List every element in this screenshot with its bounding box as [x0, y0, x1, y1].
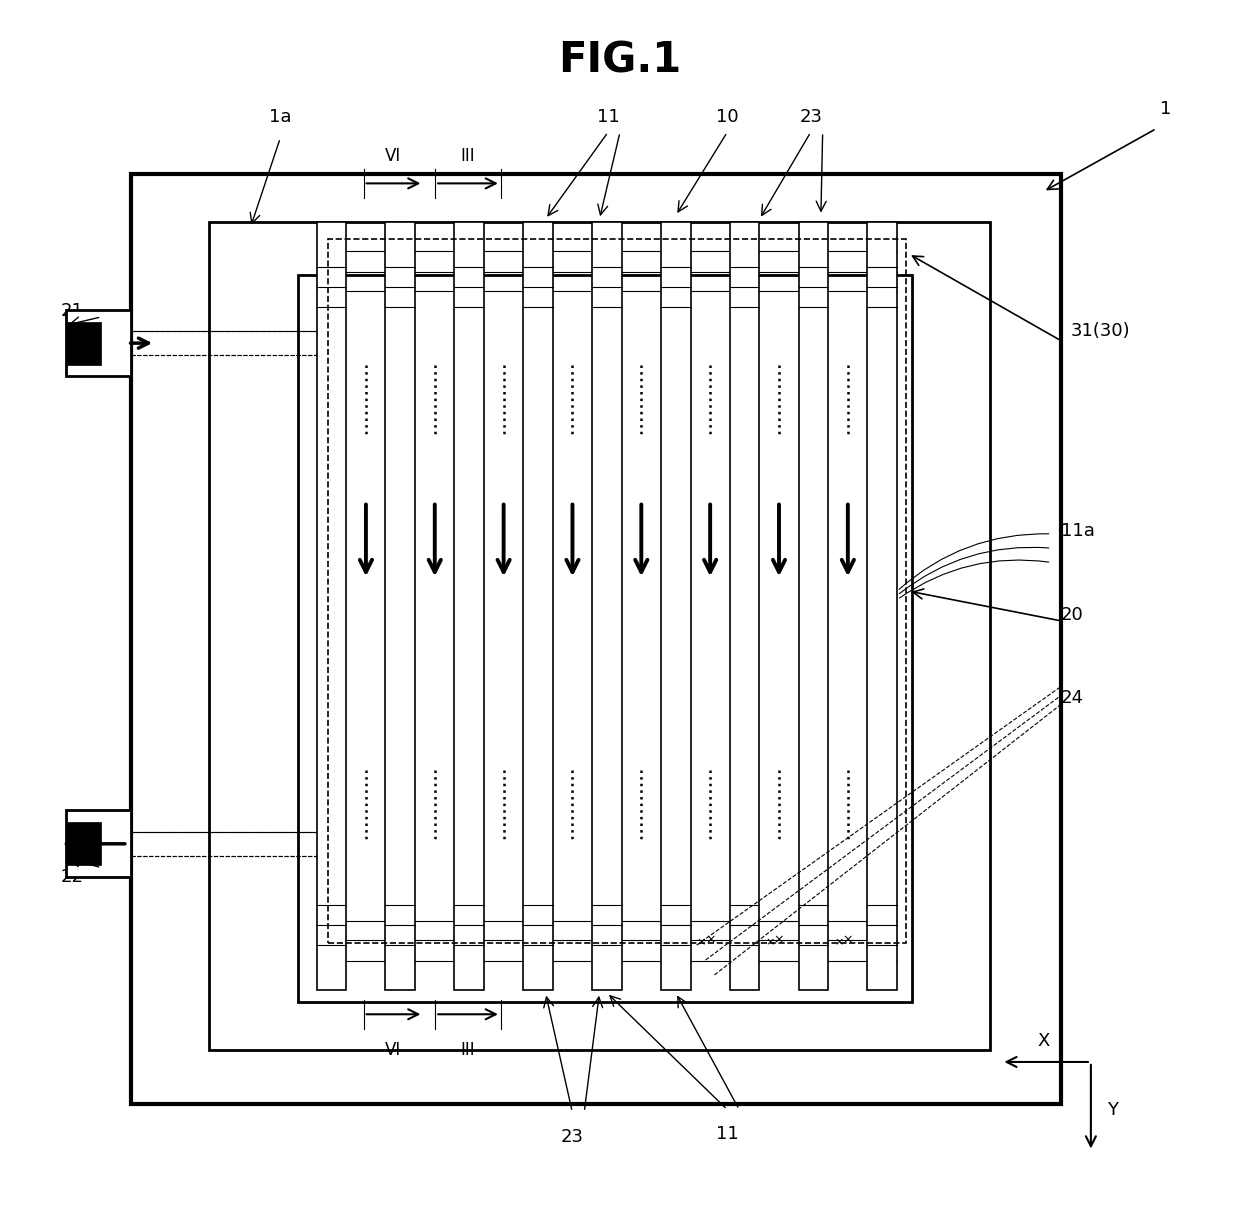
Bar	[66, 822, 102, 865]
Bar	[523, 222, 553, 990]
Text: 1a: 1a	[269, 109, 291, 127]
Text: 23: 23	[800, 109, 822, 127]
Text: 20: 20	[1061, 605, 1084, 624]
Text: 23: 23	[560, 1128, 584, 1146]
Bar	[386, 222, 415, 990]
Text: VI: VI	[386, 1041, 402, 1059]
Text: FIG.1: FIG.1	[558, 40, 682, 82]
Bar	[66, 810, 131, 877]
Text: ×: ×	[765, 938, 775, 948]
Bar	[661, 222, 691, 990]
Bar	[298, 275, 913, 1002]
Bar	[66, 310, 131, 376]
Text: 11: 11	[715, 1125, 739, 1143]
Bar	[131, 174, 1061, 1103]
Bar	[591, 222, 621, 990]
Text: ×: ×	[697, 938, 706, 948]
Text: 10: 10	[715, 109, 739, 127]
Text: 31(30): 31(30)	[1070, 322, 1130, 340]
Text: X: X	[1037, 1031, 1049, 1049]
Text: VI: VI	[386, 147, 402, 165]
Bar	[327, 240, 906, 943]
Text: 22: 22	[60, 868, 83, 886]
Text: ×: ×	[774, 933, 784, 947]
Text: 21: 21	[61, 302, 83, 320]
Text: 11: 11	[596, 109, 620, 127]
Bar	[454, 222, 484, 990]
Text: 11a: 11a	[1061, 522, 1095, 540]
Text: Y: Y	[1107, 1101, 1117, 1119]
Text: ×: ×	[835, 938, 843, 948]
Bar	[208, 222, 990, 1050]
Text: III: III	[461, 1041, 475, 1059]
Bar	[66, 322, 102, 364]
Bar	[729, 222, 759, 990]
Bar	[799, 222, 828, 990]
Bar	[867, 222, 898, 990]
Text: 24: 24	[1061, 690, 1084, 708]
Text: ×: ×	[704, 933, 715, 947]
Text: 1: 1	[1161, 100, 1172, 118]
Text: ×: ×	[843, 933, 853, 947]
Text: III: III	[461, 147, 475, 165]
Bar	[316, 222, 346, 990]
